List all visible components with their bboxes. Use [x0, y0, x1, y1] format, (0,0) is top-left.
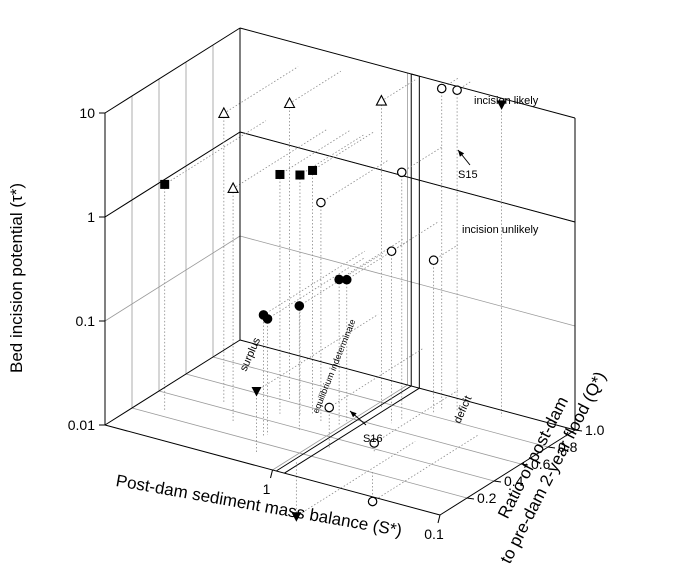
z-tick-label: 10	[79, 105, 95, 121]
arrow-s16-head	[350, 411, 357, 418]
y-tick-label: 0.6	[531, 456, 551, 472]
floor-gridline	[212, 356, 549, 448]
floor-gridline	[158, 390, 495, 482]
left-wall-gridline	[104, 235, 241, 322]
data-point-open-circle	[396, 167, 407, 178]
frame-edge	[104, 27, 241, 114]
y-tick	[466, 497, 475, 500]
data-point-open-circle	[367, 496, 378, 507]
data-point-open-circle	[436, 83, 447, 94]
floor-gridline	[185, 373, 522, 465]
wall-gridlines	[104, 45, 576, 499]
x-tick-label: 1	[263, 481, 271, 497]
data-point-open-triangle	[375, 94, 388, 106]
incision-plane-edge	[239, 131, 576, 223]
data-point-open-triangle	[283, 96, 296, 109]
data-point-open-triangle	[217, 106, 230, 118]
data-markers	[160, 83, 507, 522]
annotation-arrows	[349, 149, 471, 426]
data-point-filled-square	[275, 169, 285, 179]
y-tick-label: 1.0	[585, 422, 605, 438]
data-point-open-circle	[386, 246, 397, 257]
projection-line	[289, 70, 342, 104]
x-axis-title: Post-dam sediment mass balance (S*)	[114, 471, 403, 540]
floor-gridline	[131, 407, 468, 499]
projection-line	[320, 159, 389, 203]
frame-edge	[104, 339, 241, 426]
z-tick-label: 1	[87, 209, 95, 225]
data-point-open-circle	[316, 197, 326, 208]
data-point-open-circle	[428, 255, 439, 266]
y-tick-label: 0.2	[477, 490, 497, 506]
projection-line	[164, 120, 267, 185]
z-axis-title: Bed incision potential (τ*)	[7, 183, 26, 373]
data-point-filled-square	[308, 165, 318, 175]
annotation-equilibrium: equilibrium indeterminate	[311, 318, 358, 415]
projection-line	[232, 128, 328, 189]
floor-gridline	[272, 384, 408, 471]
y-tick	[547, 446, 556, 449]
y-tick	[574, 429, 583, 432]
projection-line	[374, 389, 459, 444]
sediment-balance-plane-edge	[275, 385, 412, 472]
data-point-filled-triangle-down	[251, 386, 262, 397]
projection-line	[372, 434, 479, 502]
data-point-open-circle	[324, 402, 335, 413]
annotation-incision-unlikely: incision unlikely	[462, 224, 539, 236]
data-point-filled-square	[295, 170, 305, 180]
x-tick-label: 0.1	[424, 526, 444, 542]
projection-line	[401, 146, 443, 173]
projection-line	[346, 241, 408, 281]
arrow-s15-head	[458, 150, 465, 157]
projection-line	[338, 238, 405, 280]
x-tick	[437, 514, 441, 524]
annotation-s16: S16	[363, 433, 383, 445]
annotation-surplus: surplus	[238, 335, 264, 373]
sediment-balance-plane-edge	[284, 387, 420, 474]
data-point-open-circle	[452, 85, 462, 96]
region-planes	[104, 73, 576, 474]
data-point-filled-circle	[294, 301, 305, 311]
projection-line	[381, 79, 416, 102]
frame-edge	[239, 339, 576, 431]
data-point-filled-triangle-down	[496, 100, 507, 110]
projection-line	[296, 441, 416, 517]
y-tick	[493, 480, 502, 483]
y-tick-label: 0.8	[558, 439, 578, 455]
data-point-open-triangle	[227, 181, 239, 194]
z-tick-label: 0.1	[76, 313, 96, 329]
back-wall-gridline	[239, 235, 576, 327]
annotation-s15: S15	[458, 169, 478, 181]
data-point-filled-triangle-down	[291, 512, 302, 522]
projection-line	[263, 250, 365, 316]
projection-line	[312, 131, 374, 171]
x-tick	[270, 469, 273, 479]
projection-line	[456, 81, 471, 91]
annotation-incision-likely: incision likely	[474, 95, 539, 107]
frame-edge	[239, 27, 576, 119]
projection-line	[391, 221, 440, 252]
data-point-open-circle	[369, 438, 380, 448]
projection-line	[223, 66, 299, 114]
annotation-deficit: deficit	[452, 394, 475, 425]
projection-line	[267, 257, 365, 320]
data-point-filled-circle	[262, 314, 273, 324]
data-point-filled-square	[160, 179, 170, 189]
drop-lines	[164, 66, 509, 517]
data-point-filled-circle	[341, 274, 352, 285]
frame-edge	[439, 429, 576, 516]
incision-plane-edge	[104, 131, 241, 218]
tick-labels: 0.01 0.1 1 10 1 0.1 0.2 0.4 0.6 0.8 1.0	[68, 105, 605, 542]
y-tick	[520, 463, 529, 466]
projection-line	[256, 314, 379, 392]
chart-frame	[104, 27, 576, 516]
z-tick-label: 0.01	[68, 417, 95, 433]
projection-line	[299, 133, 365, 176]
y-tick-label: 0.4	[504, 473, 524, 489]
projection-line	[329, 347, 424, 408]
